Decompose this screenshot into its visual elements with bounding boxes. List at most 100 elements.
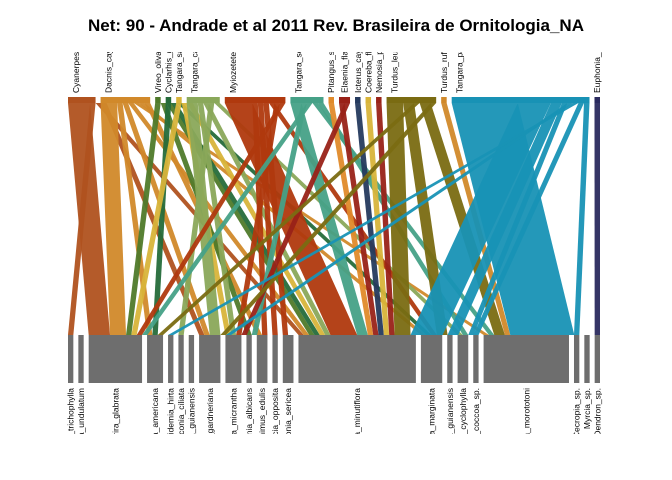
link-41 <box>365 103 390 335</box>
bottom-node-20 <box>584 335 590 383</box>
bottom-node-1 <box>78 335 84 383</box>
bottom-node-label: Miconia_gardneriana <box>205 388 215 468</box>
plant-nodes <box>68 335 600 383</box>
link-34 <box>142 103 313 335</box>
link-33 <box>251 103 307 335</box>
bottom-node-label: Byrsonimus_edulis <box>257 388 267 459</box>
bottom-node-label: Ocotea_cyclophylla <box>458 388 468 462</box>
top-node-label: Nemosia_pileata <box>374 29 384 93</box>
bottom-node-label: Myrcia_opposita <box>270 388 280 450</box>
link-38 <box>339 103 379 335</box>
pollinator-labels: Cyanerpes_cyaneus Dacnis_cayana Vireo_oliv… <box>71 13 602 94</box>
link-39 <box>241 103 351 335</box>
link-0 <box>68 103 111 335</box>
top-node-label: Icterus_cayanensis <box>353 20 363 93</box>
top-node-10 <box>355 97 361 103</box>
top-node-label: Turdus_leucomelas <box>390 19 400 93</box>
link-52 <box>468 103 568 335</box>
top-node-2 <box>155 97 161 103</box>
bottom-node-9 <box>246 335 252 383</box>
top-node-11 <box>365 97 372 103</box>
link-37 <box>328 103 374 335</box>
link-20 <box>186 103 221 335</box>
bottom-node-0 <box>68 335 74 383</box>
bottom-node-6 <box>188 335 195 383</box>
bottom-node-11 <box>272 335 278 383</box>
pollinator-nodes <box>68 97 600 103</box>
link-56 <box>573 103 590 335</box>
link-44 <box>403 103 448 335</box>
link-40 <box>355 103 384 335</box>
top-node-6 <box>224 97 286 103</box>
top-node-label: Cyclarhis_gujanensis <box>163 13 173 93</box>
bottom-node-label: Casearia_guianensis <box>445 388 455 467</box>
bottom-node-label: Myrcia_sp. <box>582 388 592 429</box>
top-node-label: Euphonia_chlorotica <box>592 16 602 93</box>
link-54 <box>168 103 579 335</box>
top-node-label: Turdus_rufiventris <box>439 25 449 93</box>
bottom-node-label: Miconia_trichophylla <box>66 388 76 465</box>
link-1 <box>68 103 96 335</box>
bottom-node-15 <box>447 335 453 383</box>
bottom-node-label: Schefflera_undulatum <box>76 388 86 471</box>
link-55 <box>473 103 584 335</box>
bottom-node-5 <box>178 335 184 383</box>
bottom-node-2 <box>88 335 143 383</box>
bottom-node-16 <box>457 335 469 383</box>
bottom-node-label: Miconia_ciliata <box>176 388 186 444</box>
top-node-9 <box>339 97 351 103</box>
bottom-node-13 <box>298 335 416 383</box>
bottom-node-label: Dendron_sp. <box>592 388 602 437</box>
top-node-8 <box>328 97 334 103</box>
link-45 <box>157 103 420 335</box>
network-title: Net: 90 - Andrade et al 2011 Rev. Brasil… <box>87 16 584 35</box>
top-node-1 <box>100 97 151 103</box>
bottom-node-label: Miconia_minutiflora <box>352 388 362 461</box>
bottom-node-label: Cecropia_sp. <box>572 388 582 438</box>
link-17 <box>131 103 182 335</box>
top-node-label: Tangara_cayana <box>190 30 200 93</box>
top-node-label: Elaenia_flavogaster <box>340 18 350 93</box>
link-11 <box>126 103 161 335</box>
bottom-node-3 <box>147 335 164 383</box>
top-node-label: Tangara_sayaca <box>174 30 184 93</box>
bottom-node-label: Miconia_sericea <box>283 388 293 450</box>
link-53 <box>225 103 573 335</box>
top-node-label: Dacnis_cayana <box>104 35 114 93</box>
top-node-15 <box>451 97 590 103</box>
top-node-0 <box>68 97 96 103</box>
bottom-node-17 <box>473 335 479 383</box>
top-node-16 <box>594 97 600 103</box>
bottom-node-21 <box>594 335 600 383</box>
bottom-node-label: Symplocos_coccoa_sp. <box>471 388 481 477</box>
bottom-node-18 <box>483 335 569 383</box>
top-node-label: Tangara_seledon <box>293 28 303 93</box>
bottom-node-label: Miconia_albicans <box>244 388 254 453</box>
bottom-node-label: Schefflera_morototoni <box>521 388 531 471</box>
bottom-node-12 <box>282 335 294 383</box>
top-node-label: Cyanerpes_cyaneus <box>71 16 81 94</box>
top-node-label: Myiozetetes_similis <box>228 20 238 93</box>
top-node-14 <box>441 97 447 103</box>
bottom-node-14 <box>420 335 443 383</box>
bottom-node-label: Myrcia_marginata <box>427 388 437 456</box>
link-31 <box>136 103 286 335</box>
bottom-node-label: Cecropia_guianensis <box>186 388 196 467</box>
top-node-label: Coereba_flaveola <box>363 26 373 93</box>
top-node-3 <box>165 97 172 103</box>
bottom-node-10 <box>256 335 268 383</box>
bottom-node-label: Miconia_micrantha <box>228 388 238 460</box>
link-57 <box>594 103 600 335</box>
link-4 <box>100 103 127 335</box>
top-node-label: Vireo_olivaceus <box>153 33 163 93</box>
top-node-12 <box>376 97 382 103</box>
top-node-label: Tangara_palmarum <box>455 20 465 93</box>
bottom-node-19 <box>573 335 580 383</box>
bottom-node-label: Clidemia_hirta <box>166 388 176 443</box>
top-node-5 <box>186 97 220 103</box>
link-50 <box>410 103 551 335</box>
bottom-node-label: Tapirira_glabrata <box>110 388 120 452</box>
top-node-7 <box>290 97 324 103</box>
top-node-4 <box>176 97 182 103</box>
